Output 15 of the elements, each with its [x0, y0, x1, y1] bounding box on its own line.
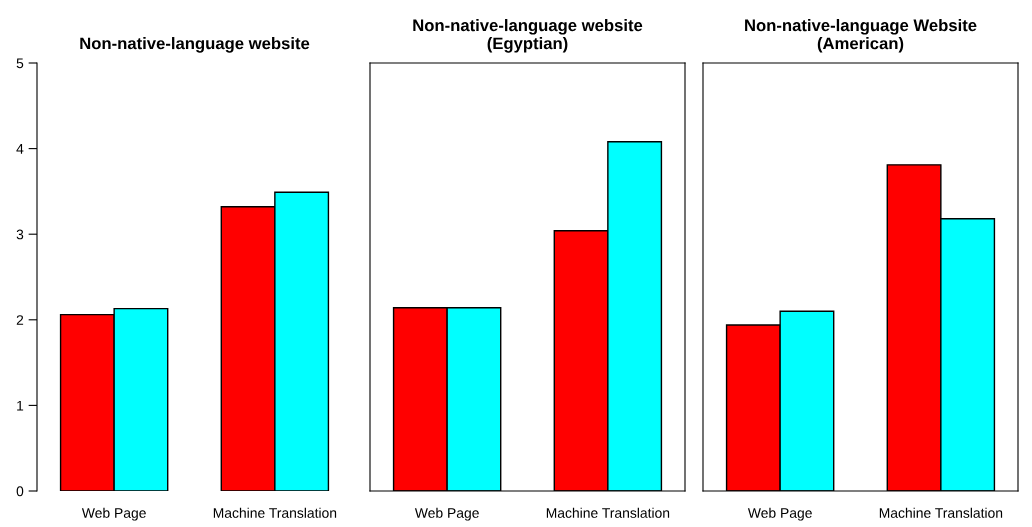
x-tick-label: Machine Translation	[879, 507, 1003, 518]
y-tick-label: 3	[16, 229, 24, 240]
chart-title: Non-native-language Website (American)	[745, 19, 977, 53]
y-tick-label: 1	[17, 400, 24, 411]
x-tick-label: Web Page	[81, 507, 146, 521]
x-tick-label: Web Page	[747, 507, 812, 521]
x-tick-label: Machine Translation	[213, 507, 337, 518]
chart-title: Non-native-language website	[80, 37, 310, 53]
y-tick-label: 0	[16, 486, 24, 497]
x-tick-label: Web Page	[414, 507, 479, 521]
y-tick-label: 2	[16, 315, 24, 325]
x-tick-label: Machine Translation	[546, 507, 670, 518]
chart-title: Non-native-language website (Egyptian)	[413, 19, 643, 53]
y-tick-label: 5	[16, 58, 24, 69]
y-tick-label: 4	[16, 144, 24, 154]
